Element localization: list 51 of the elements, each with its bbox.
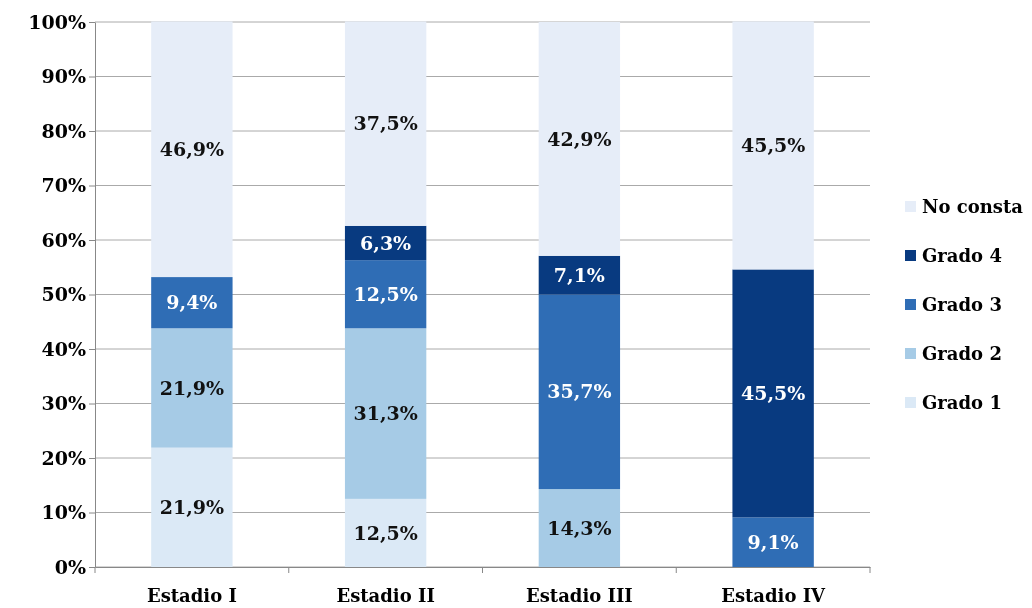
bar — [151, 447, 233, 567]
data-label: 14,3% — [547, 516, 612, 539]
bar — [732, 21, 814, 270]
data-label: 37,5% — [353, 112, 418, 135]
bar — [151, 277, 233, 329]
data-label: 31,3% — [353, 402, 418, 425]
x-tick-label: Estadio IV — [721, 584, 827, 606]
data-label: 9,1% — [747, 530, 799, 553]
y-tick-label: 60% — [41, 228, 86, 251]
bar — [538, 489, 621, 567]
bar — [344, 328, 427, 499]
bar — [732, 269, 814, 518]
bar — [538, 294, 621, 490]
y-tick-label: 30% — [41, 392, 86, 415]
data-label: 6,3% — [360, 231, 412, 254]
data-label: 45,5% — [740, 382, 806, 405]
legend-label: Grado 2 — [922, 343, 1002, 365]
data-label: 45,5% — [740, 134, 806, 157]
x-tick-label: Estadio III — [525, 584, 633, 606]
y-tick-label: 0% — [54, 555, 86, 578]
y-tick-label: 50% — [41, 283, 86, 306]
data-label: 12,5% — [353, 282, 418, 305]
data-label: 12,5% — [353, 521, 418, 544]
bar — [344, 21, 427, 226]
data-label: 21,9% — [159, 495, 225, 518]
y-tick-label: 10% — [41, 501, 86, 524]
data-label: 9,4% — [166, 291, 218, 314]
data-label: 46,9% — [159, 137, 225, 160]
data-label: 42,9% — [547, 127, 612, 150]
bar — [344, 498, 427, 567]
y-tick-label: 70% — [41, 174, 86, 197]
data-label: 35,7% — [547, 380, 612, 403]
x-tick-label: Estadio I — [146, 584, 237, 606]
bar — [151, 21, 233, 278]
data-label: 7,1% — [553, 263, 605, 286]
bar — [151, 328, 233, 448]
y-tick-label: 90% — [41, 65, 86, 88]
legend-label: Grado 3 — [922, 294, 1002, 316]
legend-label: No consta — [922, 196, 1024, 218]
bar — [344, 260, 427, 329]
y-tick-label: 20% — [41, 446, 86, 469]
y-tick-label: 80% — [41, 119, 86, 142]
legend-label: Grado 1 — [922, 392, 1002, 414]
data-label: 21,9% — [159, 376, 225, 399]
bar — [732, 517, 814, 567]
y-tick-label: 100% — [28, 10, 86, 33]
y-tick-label: 40% — [41, 337, 86, 360]
bar — [538, 22, 621, 256]
bar — [538, 255, 621, 295]
x-tick-label: Estadio II — [336, 584, 435, 606]
legend-label: Grado 4 — [922, 245, 1002, 267]
